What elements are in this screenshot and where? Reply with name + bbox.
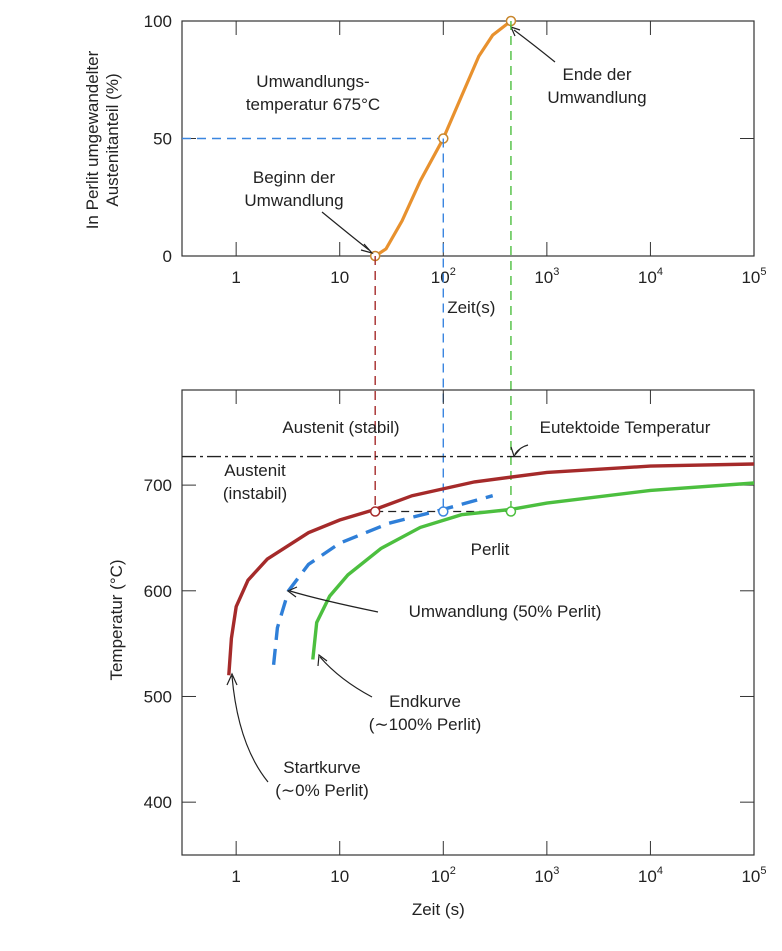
connector-lines [374, 21, 512, 512]
top-x-tick-label-exponent: 3 [553, 266, 559, 278]
top-x-axis-title: Zeit(s) [447, 298, 495, 317]
end-curve-arrow [319, 656, 373, 698]
bottom-x-axis-title: Zeit (s) [412, 900, 465, 919]
bottom-plot-frame [181, 389, 755, 856]
bottom-x-tick-label-base: 10 [638, 867, 657, 886]
eutectoid-arrow [514, 444, 529, 455]
top-x-tick-label-base: 10 [534, 268, 553, 287]
bottom-x-tick-label-exponent: 5 [760, 865, 766, 877]
bottom-x-tick-label-exponent: 3 [553, 865, 559, 877]
eutectoid-temperature-label: Eutektoide Temperatur [540, 418, 711, 437]
bottom-x-tick-label: 10 [330, 867, 349, 886]
bottom-x-tick-label-base: 10 [741, 867, 760, 886]
top-x-tick-label: 104 [638, 266, 663, 287]
top-x-tick-label-exponent: 4 [657, 266, 663, 278]
top-x-tick-label: 105 [741, 266, 766, 287]
top-x-tick-label: 102 [431, 266, 456, 287]
top-x-tick-label-base: 1 [231, 268, 240, 287]
fifty-percent-label: Umwandlung (50% Perlit) [409, 602, 602, 621]
bottom-x-tick-label-base: 10 [534, 867, 553, 886]
end-transformation-label: Ende der [563, 65, 632, 84]
top-y-tick-label: 100 [144, 12, 172, 31]
top-x-tick-label-base: 10 [741, 268, 760, 287]
start-curve-arrow [231, 675, 269, 783]
isotherm-marker [369, 506, 381, 517]
top-y-axis-title-line: Austenitanteil (%) [103, 73, 122, 206]
isotherm-marker [438, 506, 449, 517]
begin-transformation-label: Umwandlung [244, 191, 343, 210]
begin-arrow-head [360, 243, 374, 255]
top-x-tick-label-base: 10 [330, 268, 349, 287]
transformation-temperature-label: temperatur 675°C [246, 95, 380, 114]
bottom-y-tick-label: 400 [144, 793, 172, 812]
austenite-stable-label: Austenit (stabil) [282, 418, 399, 437]
top-x-tick-label-base: 10 [638, 268, 657, 287]
austenite-unstable-label: Austenit [224, 461, 286, 480]
perlite-label: Perlit [471, 540, 510, 559]
bottom-x-tick-label-exponent: 2 [450, 865, 456, 877]
bottom-x-tick-label-base: 1 [231, 867, 240, 886]
end-curve [311, 481, 755, 660]
bottom-x-tick-label: 102 [431, 865, 456, 886]
start-curve-arrow-head [226, 672, 238, 686]
bottom-y-tick-label: 700 [144, 476, 172, 495]
transformation-temperature-label: Umwandlungs- [256, 72, 369, 91]
bottom-x-tick-label: 1 [231, 867, 240, 886]
bottom-x-tick-label-exponent: 4 [657, 865, 663, 877]
top-x-tick-label-exponent: 2 [450, 266, 456, 278]
start-curve [227, 462, 755, 676]
top-y-tick-label: 50 [153, 130, 172, 149]
top-y-tick-label: 0 [163, 247, 172, 266]
isotherm-marker [505, 506, 517, 517]
top-x-tick-label-exponent: 5 [760, 266, 766, 278]
top-x-tick-label: 1 [231, 268, 240, 287]
top-x-tick-label: 10 [330, 268, 349, 287]
end-curve-arrow-head [317, 653, 328, 667]
end-curve-label: Endkurve [389, 692, 461, 711]
bottom-y-tick-label: 500 [144, 687, 172, 706]
top-x-tick-label-base: 10 [431, 268, 450, 287]
bottom-x-tick-label: 103 [534, 865, 559, 886]
start-curve-label: Startkurve [283, 758, 360, 777]
fifty-arrow [289, 590, 379, 613]
bottom-y-tick-label: 600 [144, 582, 172, 601]
bottom-x-tick-label: 104 [638, 865, 663, 886]
fifty-arrow-head [286, 586, 298, 598]
top-plot-frame [181, 20, 755, 257]
begin-transformation-label: Beginn der [253, 168, 336, 187]
bottom-y-axis-title: Temperatur (°C) [107, 559, 126, 680]
austenite-unstable-label: (instabil) [223, 484, 287, 503]
begin-arrow [321, 211, 370, 251]
eutectoid-arrow-head [510, 446, 521, 458]
top-x-tick-label: 103 [534, 266, 559, 287]
bottom-x-tick-label: 105 [741, 865, 766, 886]
end-transformation-label: Umwandlung [547, 88, 646, 107]
end-curve-label: (∼100% Perlit) [369, 715, 482, 734]
bottom-x-tick-label-base: 10 [431, 867, 450, 886]
start-curve-label: (∼0% Perlit) [275, 781, 369, 800]
bottom-x-tick-label-base: 10 [330, 867, 349, 886]
fifty-curve [271, 494, 494, 665]
top-y-axis-title-line: In Perlit umgewandelter [83, 50, 102, 229]
top-y-axis-title: In Perlit umgewandelterAustenitanteil (%… [83, 50, 122, 229]
end-arrow [513, 29, 556, 63]
